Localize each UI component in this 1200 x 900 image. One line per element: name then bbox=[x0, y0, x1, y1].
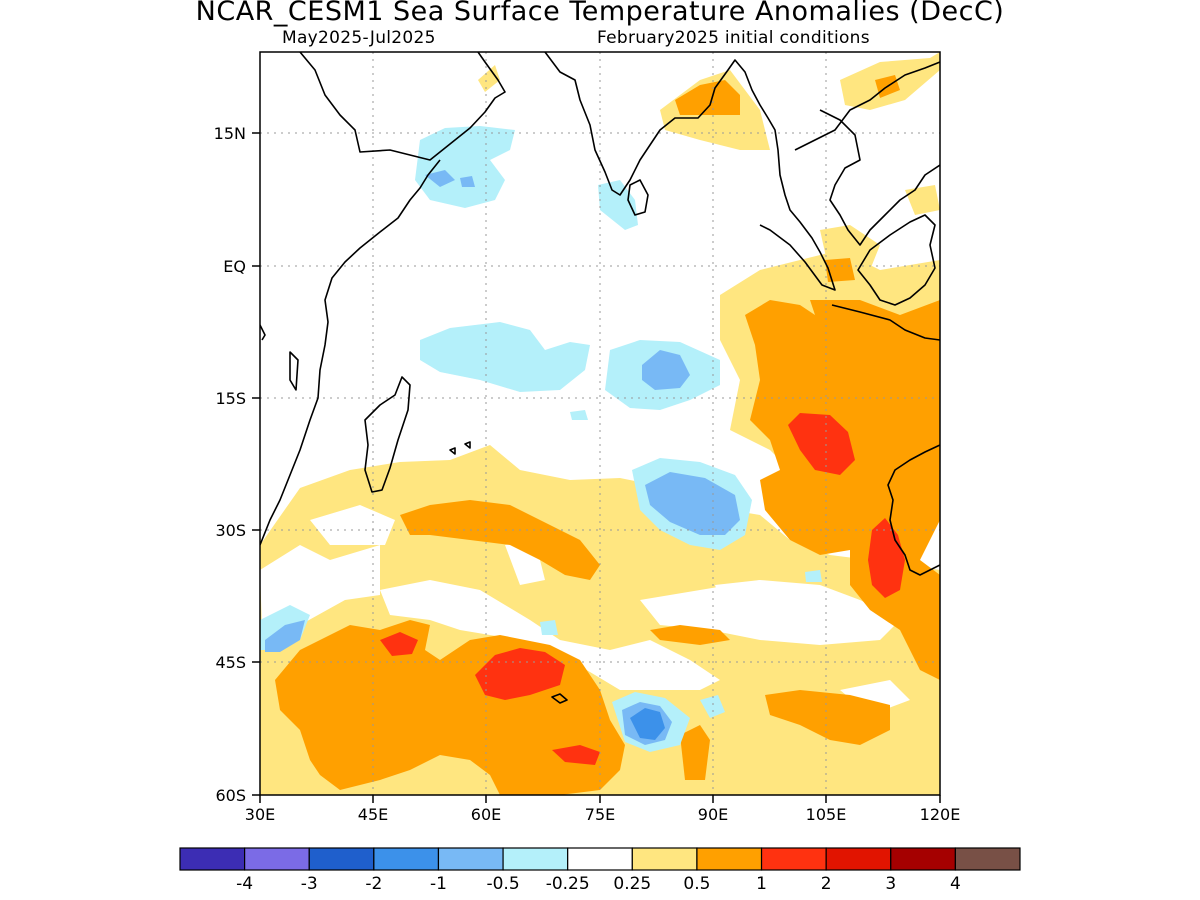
lon-tick-label: 90E bbox=[698, 805, 728, 824]
colorbar-swatch bbox=[244, 847, 310, 871]
anomaly-strong-negative-region bbox=[265, 620, 305, 652]
lat-tick-label: 15S bbox=[215, 389, 246, 408]
lon-tick-label: 60E bbox=[471, 805, 501, 824]
colorbar-swatch bbox=[890, 847, 956, 871]
lon-tick-label: 30E bbox=[245, 805, 275, 824]
colorbar: -4 -3 -2 -1 -0.5 -0.25 0.25 0.5 1 2 3 4 bbox=[179, 847, 1021, 894]
colorbar-swatch bbox=[502, 847, 569, 871]
anomaly-negative-region bbox=[415, 126, 515, 208]
anomaly-positive-region bbox=[478, 65, 500, 92]
anomaly-positive-region bbox=[680, 725, 710, 780]
latitude-axis: 15N EQ 15S 30S 45S 60S bbox=[214, 124, 260, 805]
anomaly-strong-positive-region bbox=[475, 648, 565, 700]
colorbar-label: 2 bbox=[821, 874, 832, 894]
anomaly-negative-region bbox=[598, 180, 638, 230]
lon-tick-label: 120E bbox=[920, 805, 961, 824]
colorbar-label: -2 bbox=[365, 874, 382, 894]
anomaly-strong-negative-region bbox=[460, 176, 475, 187]
australia-coastline bbox=[887, 444, 940, 576]
anomaly-neutral-region bbox=[715, 580, 760, 600]
colorbar-label: -0.5 bbox=[486, 874, 519, 894]
initial-conditions: February2025 initial conditions bbox=[597, 28, 870, 48]
lat-tick-label: 45S bbox=[215, 653, 246, 672]
chart-title: NCAR_CESM1 Sea Surface Temperature Anoma… bbox=[195, 0, 1005, 27]
colorbar-swatch bbox=[308, 847, 375, 871]
forecast-period: May2025-Jul2025 bbox=[282, 28, 436, 48]
colorbar-label: 0.25 bbox=[613, 874, 651, 894]
anomaly-strong-negative-region bbox=[425, 170, 455, 187]
anomaly-positive-region bbox=[400, 500, 600, 580]
madagascar-coastline bbox=[364, 376, 411, 493]
colorbar-swatch bbox=[373, 847, 440, 871]
anomaly-positive-region bbox=[825, 258, 855, 282]
anomaly-positive-region bbox=[810, 300, 940, 340]
lon-tick-label: 75E bbox=[585, 805, 615, 824]
colorbar-label: -1 bbox=[430, 874, 447, 894]
colorbar-label: -4 bbox=[236, 874, 253, 894]
colorbar-label: -0.25 bbox=[546, 874, 590, 894]
anomaly-positive-region bbox=[650, 625, 730, 645]
anomaly-strong-negative-region bbox=[642, 350, 690, 390]
anomaly-negative-region bbox=[540, 620, 558, 635]
colorbar-swatch bbox=[567, 847, 633, 871]
colorbar-swatch bbox=[696, 847, 763, 871]
anomaly-strong-positive-region bbox=[868, 518, 905, 598]
borneo-coastline bbox=[857, 214, 936, 306]
colorbar-label: 3 bbox=[885, 874, 896, 894]
anomaly-positive-region bbox=[675, 80, 740, 115]
lon-tick-label: 45E bbox=[358, 805, 388, 824]
southeast-asia-coastline bbox=[794, 61, 940, 246]
colorbar-label: 1 bbox=[756, 874, 767, 894]
colorbar-swatch bbox=[179, 847, 246, 871]
lat-tick-label: 60S bbox=[215, 786, 246, 805]
anomaly-negative-region bbox=[570, 410, 588, 420]
anomaly-positive-region bbox=[765, 690, 890, 745]
coastlines bbox=[260, 52, 940, 704]
anomaly-strong-positive-region bbox=[380, 632, 418, 656]
colorbar-swatch bbox=[437, 847, 504, 871]
east-africa-coastline bbox=[260, 159, 441, 546]
colorbar-label: 0.5 bbox=[683, 874, 710, 894]
anomaly-strong-negative-region bbox=[630, 708, 665, 740]
colorbar-swatch bbox=[954, 847, 1021, 871]
sri-lanka-coastline bbox=[627, 179, 649, 216]
anomaly-positive-region bbox=[905, 185, 940, 215]
anomaly-strong-positive-region bbox=[552, 745, 600, 765]
map-grid bbox=[260, 52, 940, 795]
colorbar-swatch bbox=[631, 847, 698, 871]
islands-coastline bbox=[260, 324, 568, 704]
lon-tick-label: 105E bbox=[806, 805, 847, 824]
india-coastline bbox=[544, 52, 836, 291]
colorbar-label: -3 bbox=[301, 874, 318, 894]
colorbar-label: 4 bbox=[950, 874, 961, 894]
africa-arabia-coastline bbox=[299, 52, 506, 161]
lat-tick-label: 30S bbox=[215, 521, 246, 540]
anomaly-neutral-region bbox=[310, 505, 395, 545]
colorbar-swatch bbox=[825, 847, 892, 871]
anomaly-neutral-region bbox=[840, 680, 910, 715]
lat-tick-label: 15N bbox=[214, 124, 246, 143]
anomaly-negative-region bbox=[805, 570, 822, 582]
lat-tick-label: EQ bbox=[223, 257, 246, 276]
anomaly-strong-negative-region bbox=[645, 472, 740, 535]
anomaly-negative-region bbox=[420, 322, 590, 392]
anomaly-negative-region bbox=[700, 695, 725, 718]
longitude-axis: 30E 45E 60E 75E 90E 105E 120E bbox=[245, 795, 961, 824]
anomaly-strong-positive-region bbox=[788, 413, 855, 475]
java-coastline bbox=[831, 304, 940, 341]
colorbar-swatch bbox=[760, 847, 827, 871]
